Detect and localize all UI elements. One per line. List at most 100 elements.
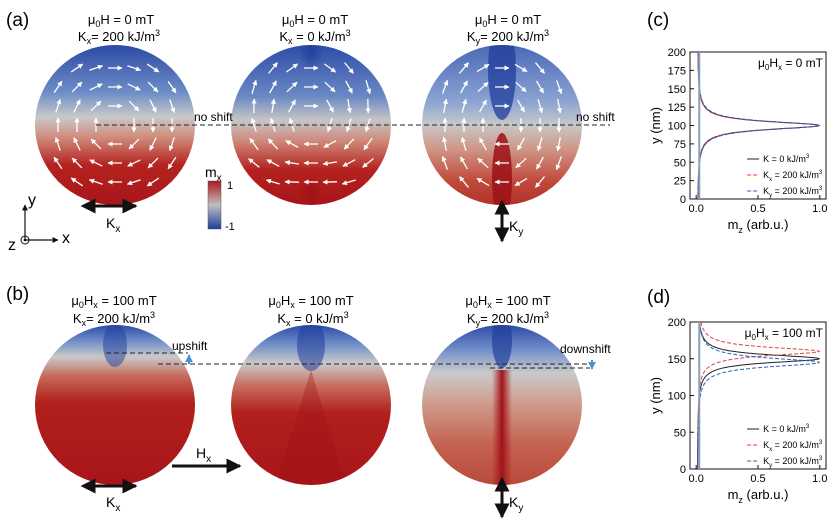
moment-arrow: [479, 137, 487, 151]
moment-arrow: [556, 136, 562, 152]
colorbar-gradient: [207, 180, 222, 230]
moment-arrow: [70, 177, 84, 187]
moment-arrow: [322, 160, 338, 166]
moment-arrow: [128, 100, 140, 112]
moment-arrow: [515, 157, 527, 169]
moment-arrow: [324, 81, 336, 93]
field-hx-arrow: Hx: [172, 445, 242, 474]
moment-arrow: [267, 138, 279, 150]
svg-text:μ0Hx = 100 mT: μ0Hx = 100 mT: [71, 293, 156, 310]
axis-z-label: z: [8, 237, 16, 254]
moment-arrow: [53, 80, 63, 94]
moment-arrow: [127, 83, 141, 91]
moment-arrow: [73, 137, 81, 151]
disk-a2-title-1: μ0H = 0 mT: [282, 12, 348, 29]
moment-arrow: [167, 156, 177, 170]
moment-arrow: [89, 64, 104, 71]
svg-text:Kx= 200 kJ/m3: Kx= 200 kJ/m3: [73, 310, 155, 328]
moment-arrow: [70, 63, 84, 73]
moment-arrow: [363, 137, 373, 151]
ky-label-b: Ky: [509, 494, 523, 514]
moment-arrow: [249, 137, 259, 151]
moment-arrow: [89, 159, 103, 167]
anisotropy-ky-a: Ky: [494, 199, 523, 243]
y-tick-label: 175: [668, 65, 686, 77]
downshift-marker: downshift: [560, 342, 611, 370]
moment-arrows-a1: [53, 63, 177, 187]
disk-a2-title-2: Kx = 0 kJ/m3: [279, 28, 350, 46]
moment-arrow: [517, 99, 525, 113]
y-tick-label: 125: [668, 102, 686, 114]
y-tick-label: 50: [674, 157, 686, 169]
y-tick-label: 0: [680, 464, 686, 476]
moment-arrow: [270, 98, 276, 114]
chart-d: 0 50 100 150 200 0.0 0.5 1.0 y (nm) mz (arb.u.) μ0…: [648, 317, 827, 505]
moment-arrow: [343, 138, 355, 150]
chart-annotation: μ0Hx = 0 mT: [758, 56, 824, 72]
legend-label: Kx = 200 kJ/m3: [763, 170, 823, 183]
moment-arrow: [536, 156, 544, 170]
disk-titles-b: μ0Hx = 100 mT Kx= 200 kJ/m3 μ0Hx = 100 m…: [71, 293, 550, 328]
moment-arrow: [146, 177, 160, 187]
axis-y-label: y: [28, 192, 36, 209]
colorbar: mx 1 -1: [205, 164, 235, 233]
moment-arrow: [362, 158, 374, 168]
svg-text:Kx = 0 kJ/m3: Kx = 0 kJ/m3: [277, 310, 348, 328]
moment-arrow: [286, 81, 298, 93]
upshift-marker: upshift: [172, 339, 208, 364]
chart-c: 0 25 50 75 100 125 150 175 200 0.0 0.5 1.0 y (nm) mz …: [648, 47, 827, 235]
moment-arrow: [269, 80, 277, 94]
moment-arrows-a3: [441, 62, 563, 188]
moment-arrow: [555, 80, 563, 95]
moment-arrow: [342, 159, 356, 167]
disk-a3-title-2: Ky= 200 kJ/m3: [467, 28, 549, 46]
disk-b1: [35, 325, 195, 485]
y-axis-label: y (nm): [648, 377, 663, 414]
moment-arrow: [555, 156, 563, 171]
moment-arrow: [71, 81, 83, 93]
moment-arrow: [517, 137, 525, 151]
moment-arrow: [323, 63, 337, 73]
moment-arrow: [248, 158, 260, 168]
panel-label-d: (d): [647, 287, 670, 308]
moment-arrow: [284, 160, 300, 166]
moment-arrow: [479, 99, 487, 113]
moment-arrow: [268, 62, 278, 74]
moment-arrow: [265, 178, 280, 185]
moment-arrow: [128, 138, 140, 150]
moment-arrow: [514, 177, 528, 187]
moment-arrow: [89, 83, 103, 91]
colorbar-min: -1: [225, 221, 235, 233]
no-shift-label-1: no shift: [194, 110, 233, 124]
anisotropy-ky-b: Ky: [494, 476, 523, 519]
moment-arrow: [127, 159, 141, 167]
moment-arrow: [536, 137, 543, 152]
disk-b2: [231, 325, 391, 485]
moment-arrow: [460, 136, 467, 151]
moment-arrow: [149, 99, 157, 113]
kx-label-a: Kx: [106, 215, 120, 235]
x-tick-label: 0.0: [689, 203, 704, 215]
x-tick-label: 1.0: [812, 473, 827, 485]
moment-arrow: [126, 179, 141, 186]
panel-label-a: (a): [6, 10, 29, 31]
moment-arrow: [461, 98, 468, 113]
y-tick-label: 100: [668, 391, 686, 403]
axis-x-label: x: [62, 230, 70, 247]
downshift-label: downshift: [560, 342, 611, 356]
svg-text:Ky= 200 kJ/m3: Ky= 200 kJ/m3: [467, 310, 549, 328]
x-tick-label: 0.5: [750, 203, 765, 215]
x-axis-label: mz (arb.u.): [728, 217, 789, 235]
moment-arrow: [514, 63, 528, 73]
moment-arrow: [266, 159, 280, 167]
moment-arrow: [442, 136, 448, 152]
moment-arrow: [460, 80, 468, 94]
moment-arrow: [285, 140, 299, 148]
y-tick-label: 150: [668, 84, 686, 96]
moment-arrow: [535, 62, 545, 74]
x-axis-label: mz (arb.u.): [728, 487, 789, 505]
disk-a3-title-1: μ0H = 0 mT: [475, 12, 541, 29]
moment-arrow: [285, 63, 299, 73]
moment-arrow: [365, 80, 372, 95]
